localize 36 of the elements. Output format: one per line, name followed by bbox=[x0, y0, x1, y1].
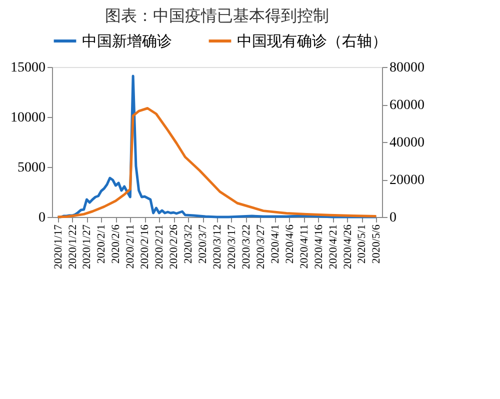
x-tick-label: 2020/2/26 bbox=[168, 224, 180, 270]
y2-tick-label: 0 bbox=[390, 210, 396, 226]
y-tick-label: 5000 bbox=[18, 160, 46, 176]
x-tick-label: 2020/5/1 bbox=[356, 224, 368, 264]
x-tick-label: 2020/3/22 bbox=[240, 224, 252, 270]
y-tick-label: 0 bbox=[38, 210, 46, 226]
y2-tick-label: 80000 bbox=[390, 60, 424, 76]
legend-label: 中国现有确诊（右轴） bbox=[237, 32, 387, 50]
y-tick-label: 10000 bbox=[10, 110, 46, 126]
x-tick-label: 2020/3/12 bbox=[212, 224, 224, 270]
x-tick-label: 2020/1/22 bbox=[66, 224, 79, 270]
x-tick-label: 2020/2/16 bbox=[139, 224, 152, 270]
x-tick-label: 2020/3/7 bbox=[197, 224, 210, 264]
chart-title: 图表：中国疫情已基本得到控制 bbox=[105, 6, 329, 25]
x-tick-label: 2020/3/27 bbox=[254, 224, 267, 270]
legend-label: 中国新增确诊 bbox=[82, 32, 172, 50]
x-tick-label: 2020/1/17 bbox=[52, 224, 64, 270]
y2-tick-label: 60000 bbox=[390, 98, 424, 113]
x-tick-label: 2020/4/11 bbox=[298, 224, 310, 269]
x-tick-label: 2020/4/26 bbox=[342, 224, 354, 270]
line-series bbox=[56, 107, 378, 218]
x-tick-label: 2020/4/21 bbox=[327, 224, 340, 270]
x-tick-label: 2020/1/27 bbox=[81, 224, 94, 270]
x-tick-label: 2020/2/1 bbox=[96, 224, 108, 264]
x-tick-label: 2020/5/6 bbox=[370, 224, 383, 264]
x-tick-label: 2020/4/16 bbox=[312, 224, 325, 270]
x-tick-label: 2020/2/6 bbox=[110, 224, 122, 264]
x-tick-label: 2020/2/21 bbox=[154, 224, 166, 270]
x-tick-label: 2020/4/1 bbox=[269, 224, 282, 264]
x-tick-label: 2020/2/11 bbox=[124, 224, 137, 269]
x-tick-label: 2020/3/2 bbox=[182, 224, 195, 264]
y2-tick-label: 20000 bbox=[390, 173, 424, 188]
y2-tick-label: 40000 bbox=[390, 136, 424, 150]
x-tick-label: 2020/4/6 bbox=[284, 224, 296, 264]
x-tick-label: 2020/3/17 bbox=[226, 224, 238, 270]
y-tick-label: 15000 bbox=[10, 60, 46, 76]
